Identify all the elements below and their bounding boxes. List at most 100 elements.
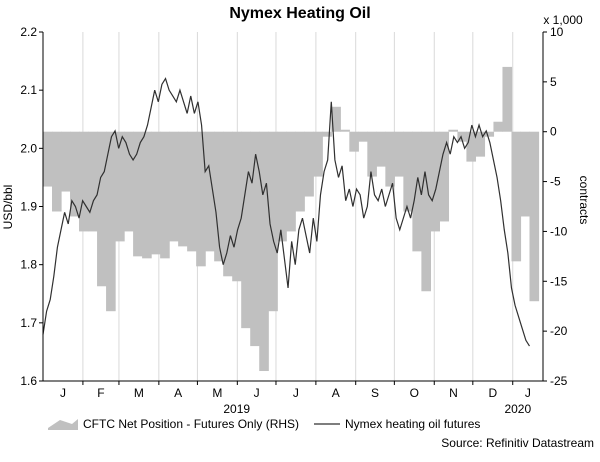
cftc-bar-52 <box>511 131 522 262</box>
cftc-bar-27 <box>286 131 296 232</box>
cftc-bar-38 <box>385 131 395 187</box>
right-tick-label-5: 0 <box>550 125 557 139</box>
month-label-8: S <box>371 386 379 400</box>
month-label-12: J <box>525 386 531 400</box>
cftc-bar-21 <box>232 131 242 282</box>
cftc-bar-44 <box>439 131 450 222</box>
right-tick-label-0: -25 <box>550 374 568 388</box>
cftc-bar-24 <box>259 131 269 372</box>
right-axis-ticks: -25 -20 -15 -10 -5 0 5 10 <box>543 25 568 388</box>
month-label-3: A <box>174 386 182 400</box>
cftc-bar-19 <box>214 131 224 262</box>
left-axis-label: USD/bbl <box>1 185 15 230</box>
cftc-bar-12 <box>151 131 161 255</box>
left-tick-label-6: 2.2 <box>20 25 37 39</box>
cftc-bar-50 <box>493 121 504 132</box>
cftc-bar-37 <box>376 131 386 167</box>
month-label-9: O <box>410 386 419 400</box>
source-note: Source: Refinitiv Datastream <box>441 436 594 450</box>
cftc-bar-6 <box>97 131 107 287</box>
cftc-bar-35 <box>358 131 368 142</box>
cftc-bar-34 <box>349 131 359 152</box>
cftc-bar-5 <box>88 131 98 232</box>
right-tick-label-1: -20 <box>550 324 568 338</box>
legend-item-cftc: CFTC Net Position - Futures Only (RHS) <box>48 417 299 431</box>
month-label-0: J <box>60 386 66 400</box>
cftc-bar-45 <box>448 129 459 132</box>
left-tick-label-2: 1.8 <box>20 258 37 272</box>
cftc-bar-48 <box>475 131 486 157</box>
cftc-bar-49 <box>484 131 495 137</box>
cftc-bar-53 <box>520 131 531 217</box>
cftc-bar-39 <box>394 131 404 177</box>
left-tick-label-5: 2.1 <box>20 83 37 97</box>
cftc-bar-33 <box>340 129 350 132</box>
cftc-bar-16 <box>187 131 197 252</box>
cftc-bar-43 <box>430 131 440 232</box>
chart-title: Nymex Heating Oil <box>229 5 370 22</box>
left-tick-label-4: 2.0 <box>20 141 37 155</box>
left-axis-ticks: 1.6 1.7 1.8 1.9 2.0 2.1 2.2 <box>20 25 43 388</box>
cftc-bar-54 <box>529 131 540 302</box>
right-tick-label-4: -5 <box>550 175 561 189</box>
cftc-bar-0 <box>43 131 53 187</box>
cftc-bar-22 <box>241 131 251 329</box>
cftc-bar-31 <box>322 131 332 137</box>
left-tick-label-0: 1.6 <box>20 374 37 388</box>
cftc-bar-11 <box>142 131 152 259</box>
cftc-bar-15 <box>178 131 188 247</box>
left-tick-label-1: 1.7 <box>20 316 37 330</box>
cftc-bars <box>43 66 540 372</box>
cftc-bar-29 <box>304 131 314 197</box>
cftc-bar-2 <box>61 131 71 192</box>
cftc-bar-30 <box>313 131 323 177</box>
cftc-bar-4 <box>79 131 89 232</box>
futures-line-path <box>42 77 530 347</box>
cftc-bar-46 <box>457 131 468 142</box>
month-label-1: F <box>97 386 104 400</box>
cftc-bar-17 <box>196 131 206 267</box>
cftc-bar-7 <box>106 131 116 312</box>
cftc-bar-42 <box>421 131 431 292</box>
cftc-bar-51 <box>502 66 513 132</box>
month-label-2: M <box>134 386 144 400</box>
cftc-bar-25 <box>268 131 278 312</box>
cftc-bar-28 <box>295 131 305 212</box>
cftc-bar-20 <box>223 131 233 277</box>
cftc-bar-32 <box>331 106 341 132</box>
year-label-0: 2019 <box>223 402 250 416</box>
cftc-bar-47 <box>466 131 477 162</box>
legend: CFTC Net Position - Futures Only (RHS) N… <box>48 417 480 431</box>
left-tick-label-3: 1.9 <box>20 200 37 214</box>
year-labels: 2019 2020 <box>223 402 531 416</box>
month-label-4: M <box>212 386 222 400</box>
right-axis-unit: x 1,000 <box>543 13 583 27</box>
cftc-bar-36 <box>367 131 377 177</box>
cftc-bar-9 <box>124 131 134 232</box>
cftc-bar-26 <box>277 131 287 242</box>
month-label-7: A <box>332 386 340 400</box>
legend-label-cftc: CFTC Net Position - Futures Only (RHS) <box>83 417 299 431</box>
right-tick-label-2: -15 <box>550 274 568 288</box>
cftc-bar-40 <box>403 131 413 212</box>
month-label-6: J <box>293 386 299 400</box>
month-label-11: D <box>488 386 497 400</box>
legend-swatch-area <box>48 419 78 430</box>
cftc-bar-8 <box>115 131 125 242</box>
year-label-1: 2020 <box>504 402 531 416</box>
right-tick-label-7: 10 <box>550 25 564 39</box>
legend-item-futures: Nymex heating oil futures <box>314 417 480 431</box>
right-tick-label-3: -10 <box>550 224 568 238</box>
month-label-5: J <box>254 386 260 400</box>
cftc-bar-13 <box>160 131 170 259</box>
right-axis-label: contracts <box>577 176 591 225</box>
legend-label-futures: Nymex heating oil futures <box>345 417 480 431</box>
cftc-bar-10 <box>133 131 143 257</box>
cftc-bar-14 <box>169 131 179 242</box>
futures-line <box>42 77 530 347</box>
cftc-bar-23 <box>250 131 260 347</box>
right-tick-label-6: 5 <box>550 75 557 89</box>
cftc-bar-1 <box>52 131 62 212</box>
